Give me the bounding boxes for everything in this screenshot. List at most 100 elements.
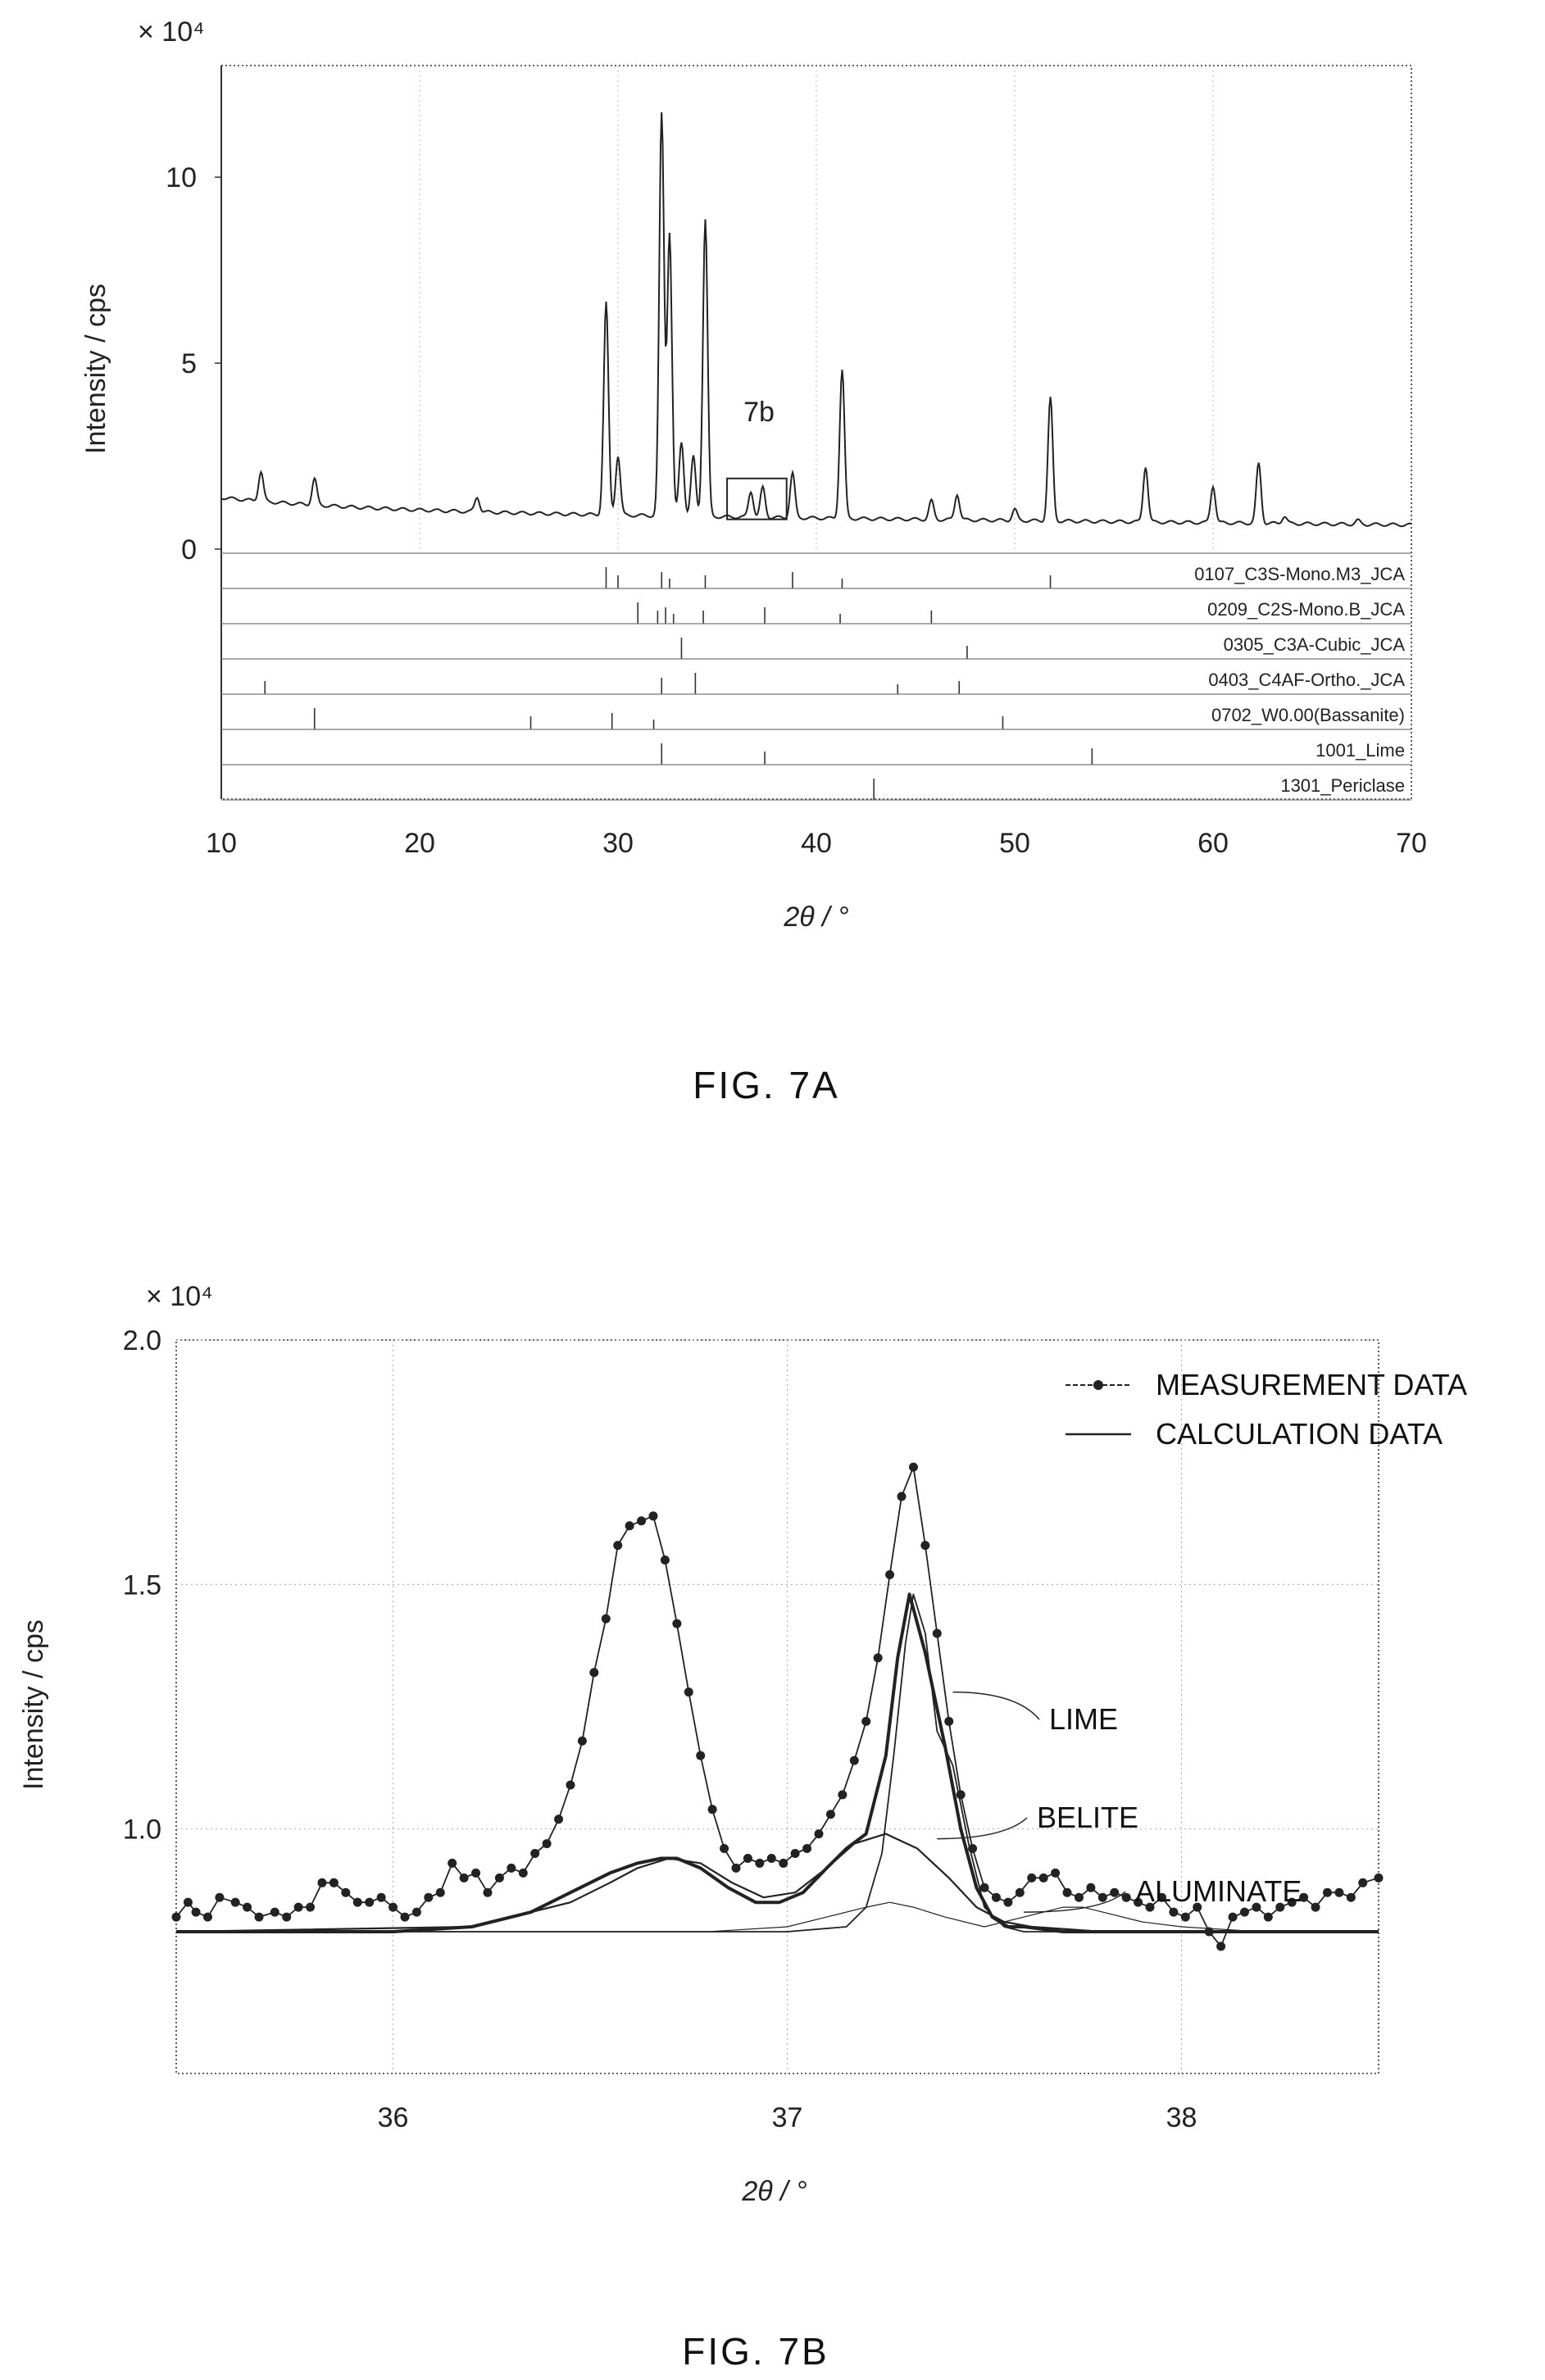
fig7a-y-multiplier: × 10⁴ bbox=[138, 16, 205, 48]
fig7b-x-tick-label: 36 bbox=[378, 2102, 409, 2133]
fig7a-reference-phase-label: 0403_C4AF-Ortho._JCA bbox=[1208, 670, 1405, 690]
fig7b-measurement-point bbox=[613, 1541, 623, 1551]
fig7b-measurement-point bbox=[1322, 1887, 1332, 1897]
fig7a-y-tick-label: 10 bbox=[166, 162, 197, 193]
fig7b-measurement-point bbox=[601, 1614, 611, 1624]
fig7b-measurement-point bbox=[779, 1858, 788, 1868]
fig7b-x-axis-title: 2θ / ° bbox=[741, 2176, 807, 2207]
fig7b-measurement-point bbox=[530, 1849, 540, 1858]
fig7b-measurement-point bbox=[1169, 1907, 1179, 1917]
fig7b-measurement-point bbox=[1252, 1902, 1261, 1912]
fig7b-measurement-point bbox=[1299, 1892, 1309, 1902]
fig7b-annotation-label: ALUMINATE bbox=[1135, 1874, 1302, 1908]
fig7b-measurement-point bbox=[483, 1887, 493, 1897]
fig7b-measurement-point bbox=[1346, 1892, 1356, 1902]
fig7b-measurement-point bbox=[684, 1687, 693, 1697]
fig7b-measurement-point bbox=[518, 1868, 528, 1878]
fig7b-measurement-point bbox=[1027, 1873, 1037, 1883]
fig7b-measurement-point bbox=[317, 1878, 327, 1887]
fig7b-measurement-point bbox=[202, 1912, 212, 1922]
fig7b-y-tick-label: 2.0 bbox=[123, 1325, 161, 1356]
fig7b-measurement-point bbox=[1134, 1897, 1143, 1907]
fig7b-measurement-point bbox=[376, 1892, 386, 1902]
fig7b-measurement-point bbox=[743, 1853, 752, 1863]
fig7b-measurement-point bbox=[329, 1878, 339, 1887]
fig7a-x-tick-label: 10 bbox=[206, 828, 237, 859]
fig7b-measurement-point bbox=[577, 1736, 587, 1746]
fig7b-measurement-point bbox=[897, 1492, 907, 1501]
fig7b-x-ticks: 36 37 38 bbox=[378, 2102, 1197, 2133]
fig7b-measurement-point bbox=[1263, 1912, 1273, 1922]
fig7b-y-ticks: 1.0 1.5 2.0 bbox=[123, 1325, 161, 1846]
fig7b-measurement-point bbox=[766, 1853, 776, 1863]
fig7a-y-axis-title: Intensity / cps bbox=[80, 284, 111, 454]
fig7b-measurement-point bbox=[1216, 1942, 1226, 1951]
fig7b-measurement-point bbox=[920, 1541, 930, 1551]
fig7b-measurement-point bbox=[215, 1892, 225, 1902]
fig7a-caption: FIG. 7A bbox=[693, 1064, 839, 1106]
fig7a-reference-phases: 0107_C3S-Mono.M3_JCA 0209_C2S-Mono.B_JCA 0… bbox=[221, 552, 1411, 801]
fig7b-measurement-point bbox=[802, 1844, 812, 1854]
fig7b-measurement-point bbox=[1062, 1887, 1072, 1897]
fig7b-caption: FIG. 7B bbox=[682, 2330, 829, 2373]
fig7b-measurement-point bbox=[849, 1755, 859, 1765]
fig7a-x-tick-label: 30 bbox=[602, 828, 634, 859]
fig7a-diffraction-pattern-line bbox=[220, 111, 1412, 528]
fig7b-measurement-point bbox=[270, 1907, 279, 1917]
fig7b-y-tick-label: 1.0 bbox=[123, 1815, 161, 1846]
fig7b-measurement-point bbox=[471, 1868, 481, 1878]
fig7b-measurement-point bbox=[1311, 1902, 1320, 1912]
fig7b-measurement-point bbox=[1051, 1868, 1061, 1878]
fig7b-series-belite bbox=[175, 1833, 1379, 1933]
fig7b-measurement-point bbox=[1374, 1873, 1384, 1883]
fig7b-measurement-point bbox=[1145, 1902, 1155, 1912]
fig7b-measurement-point bbox=[944, 1716, 954, 1726]
fig7b-measurement-point bbox=[956, 1790, 966, 1800]
fig7b-measurement-point bbox=[411, 1907, 421, 1917]
fig7b-measurement-point bbox=[1228, 1912, 1238, 1922]
fig7b-measurement-point bbox=[660, 1556, 670, 1565]
fig7b-measurement-point bbox=[885, 1569, 895, 1579]
fig7b-measurement-point bbox=[825, 1810, 835, 1819]
fig7b-annotation-leader bbox=[1024, 1891, 1126, 1913]
fig7a-inset-label: 7b bbox=[743, 397, 775, 428]
fig7b-measurement-point bbox=[191, 1907, 201, 1917]
fig7b-measurement-point bbox=[554, 1815, 564, 1824]
fig7b-measurement-point bbox=[542, 1839, 552, 1849]
fig7b-annotation-label: BELITE bbox=[1037, 1801, 1138, 1834]
fig7b-measurement-point bbox=[873, 1653, 883, 1663]
fig7b-measurement-point bbox=[908, 1462, 918, 1472]
fig7b-annotation-leader bbox=[952, 1691, 1040, 1720]
fig7a-reference-phase-label: 1301_Periclase bbox=[1280, 775, 1405, 796]
fig7b-measurement-point bbox=[243, 1902, 252, 1912]
fig7b-gridlines bbox=[176, 1339, 1379, 2073]
legend-measurement-marker bbox=[1093, 1380, 1103, 1390]
fig7b-measurement-point bbox=[755, 1858, 765, 1868]
fig7b-measurement-point bbox=[696, 1751, 706, 1760]
fig7b-measurement-point bbox=[448, 1858, 457, 1868]
fig7b-measurement-point bbox=[1121, 1892, 1131, 1902]
fig7b-measurement-point bbox=[1275, 1902, 1285, 1912]
fig7b-measurement-point bbox=[1097, 1892, 1107, 1902]
fig7b-measurement-point bbox=[637, 1516, 647, 1526]
fig7a-gridlines bbox=[419, 66, 1214, 549]
fig7b-measurement-point bbox=[1358, 1878, 1368, 1887]
fig7b-measurement-point bbox=[720, 1844, 729, 1854]
fig7b-legend: MEASUREMENT DATA CALCULATION DATA bbox=[1066, 1368, 1467, 1451]
fig7b-measurement-point bbox=[1180, 1912, 1190, 1922]
fig7b-y-axis-title: Intensity / cps bbox=[18, 1619, 49, 1790]
fig7b-measurement-point bbox=[648, 1511, 658, 1521]
fig7b-measurement-point bbox=[1074, 1892, 1084, 1902]
fig7b-measurement-point bbox=[1110, 1887, 1120, 1897]
fig7a-x-tick-label: 70 bbox=[1396, 828, 1427, 859]
fig7b-measurement-point bbox=[932, 1628, 942, 1638]
fig7b-measurement-point bbox=[790, 1849, 800, 1858]
fig7a-x-ticks: 10 20 30 40 50 60 70 bbox=[206, 828, 1427, 859]
fig7b-x-tick-label: 37 bbox=[772, 2102, 803, 2133]
fig7b-y-tick-label: 1.5 bbox=[123, 1569, 161, 1601]
fig7a-reference-phase-label: 0702_W0.00(Bassanite) bbox=[1211, 705, 1405, 725]
fig7b-y-multiplier: × 10⁴ bbox=[146, 1281, 213, 1312]
fig7b-measurement-point bbox=[507, 1863, 516, 1873]
fig7b-annotation-label: LIME bbox=[1049, 1702, 1118, 1736]
